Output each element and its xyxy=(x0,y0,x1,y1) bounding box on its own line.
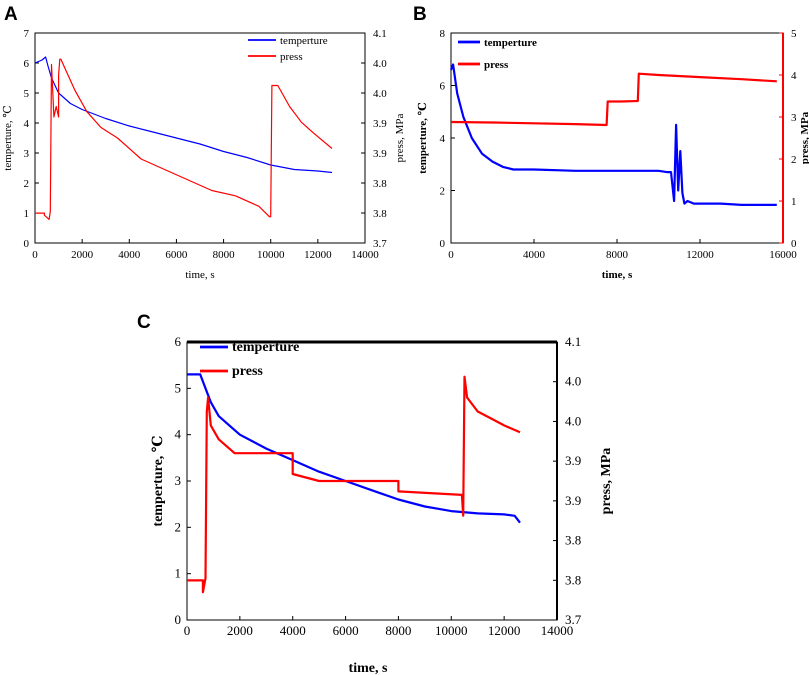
chart-a-xtick-label: 0 xyxy=(32,249,38,261)
chart-a-legend-label: press xyxy=(280,51,303,63)
chart-c-ytick-label: 6 xyxy=(175,334,182,349)
chart-b-xtick-label: 12000 xyxy=(686,249,714,261)
chart-a-xtick-label: 14000 xyxy=(351,249,379,261)
chart-panel-b: 0 4000 8000 12000 1600002468012345temperture… xyxy=(417,28,809,281)
chart-c-xtick-label: 6000 xyxy=(333,623,359,638)
chart-a-series-press-line xyxy=(35,58,333,220)
chart-a-ytick-label: 7 xyxy=(24,28,30,40)
chart-c-xtick-label: 8000 xyxy=(385,623,411,638)
chart-a-ytick-label: 0 xyxy=(24,238,30,250)
chart-c-ylabel: temperture, ℃ xyxy=(151,435,166,526)
chart-c-y2tick-label: 3.7 xyxy=(565,612,582,627)
chart-b-ytick-label: 8 xyxy=(440,28,446,40)
chart-c-y2tick-label: 4.0 xyxy=(565,374,581,389)
chart-c-xtick-label: 0 xyxy=(184,623,191,638)
chart-panel-c: 0 2000 4000 6000 8000 10000 12000 14000 0 1 2 3 4 5 6 3… xyxy=(151,334,614,675)
chart-c-ytick-label: 5 xyxy=(175,380,182,395)
chart-a-y2tick-label: 3.9 xyxy=(373,118,387,130)
chart-a-series-temperture-line xyxy=(34,56,333,174)
chart-a-y2tick-label: 4.0 xyxy=(373,88,387,100)
chart-b-legend-label: press xyxy=(484,59,509,71)
chart-b-xlabel: time, s xyxy=(602,269,633,281)
chart-b-xtick-label: 16000 xyxy=(769,249,797,261)
panel-letter-c: C xyxy=(137,312,151,333)
chart-b-y2tick-label: 2 xyxy=(791,154,797,166)
chart-a-y2label: press, MPa xyxy=(394,113,406,162)
chart-a-xtick-label: 10000 xyxy=(257,249,285,261)
chart-b-y2tick-label: 1 xyxy=(791,196,797,208)
chart-b-ytick-label: 2 xyxy=(440,186,446,198)
chart-a-y2tick-label: 4.0 xyxy=(373,58,387,70)
chart-b-series-press-line xyxy=(450,72,777,127)
chart-c-xtick-label: 14000 xyxy=(541,623,574,638)
chart-c-y2label: press, MPa xyxy=(599,448,614,515)
chart-a-xtick-label: 8000 xyxy=(213,249,236,261)
chart-a-y2tick-label: 3.7 xyxy=(373,238,387,250)
chart-b-ytick-label: 4 xyxy=(440,133,446,145)
chart-c-series-press-line xyxy=(187,375,521,594)
chart-a-ytick-label: 1 xyxy=(24,208,30,220)
chart-c-y2tick-label: 3.9 xyxy=(565,493,581,508)
chart-a-y2tick-label: 3.8 xyxy=(373,178,387,190)
chart-b-xtick-label: 4000 xyxy=(523,249,546,261)
chart-a-ytick-label: 2 xyxy=(24,178,30,190)
chart-c-y2tick-label: 4.0 xyxy=(565,413,581,428)
chart-a-legend-label: temperture xyxy=(280,35,328,47)
chart-c-ytick-label: 3 xyxy=(175,473,182,488)
chart-b-xtick-label: 8000 xyxy=(606,249,629,261)
chart-c-ytick-label: 4 xyxy=(175,427,182,442)
chart-c-series-temperture-line xyxy=(187,373,521,524)
chart-b-ytick-label: 6 xyxy=(440,81,446,93)
chart-c-ytick-label: 2 xyxy=(175,519,182,534)
panel-letter-a: A xyxy=(4,4,18,25)
chart-a-xlabel: time, s xyxy=(185,269,214,281)
panel-letter-b: B xyxy=(413,4,427,25)
chart-a-plot-frame xyxy=(34,32,366,244)
chart-b-series-temperture-line xyxy=(449,63,777,206)
chart-a-ylabel: temperture, ℃ xyxy=(2,105,14,170)
chart-a-ytick-label: 6 xyxy=(24,58,30,70)
chart-a-ytick-label: 3 xyxy=(24,148,30,160)
chart-c-xtick-label: 4000 xyxy=(280,623,306,638)
chart-c-y2tick-label: 3.8 xyxy=(565,533,581,548)
chart-b-ylabel: temperture, ℃ xyxy=(417,102,429,174)
chart-b-ytick-label: 0 xyxy=(440,238,446,250)
chart-b-y2tick-label: 5 xyxy=(791,28,797,40)
chart-a-ytick-label: 4 xyxy=(24,118,30,130)
chart-c-y2tick-label: 3.8 xyxy=(565,572,581,587)
chart-b-xtick-label: 0 xyxy=(448,249,454,261)
chart-c-y2tick-label: 3.9 xyxy=(565,453,581,468)
chart-a-xtick-label: 4000 xyxy=(118,249,141,261)
chart-b-y2label: press, MPa xyxy=(799,111,809,164)
chart-c-xtick-label: 10000 xyxy=(435,623,468,638)
chart-a-y2tick-label: 3.9 xyxy=(373,148,387,160)
chart-a-y2tick-label: 4.1 xyxy=(373,28,387,40)
chart-a-xtick-label: 2000 xyxy=(71,249,94,261)
chart-c-ytick-label: 1 xyxy=(175,566,182,581)
chart-panel-a: 0 2000 4000 6000 8000 10000 12000 14000 0 1 2 3 4 5 6 7… xyxy=(2,28,406,281)
chart-b-legend-label: temperture xyxy=(484,37,537,49)
chart-c-xlabel: time, s xyxy=(349,661,388,675)
chart-c-legend-label: temperture xyxy=(232,340,299,355)
chart-a-ytick-label: 5 xyxy=(24,88,30,100)
chart-c-xtick-label: 2000 xyxy=(227,623,253,638)
chart-c-xtick-label: 12000 xyxy=(488,623,521,638)
chart-b-y2tick-label: 4 xyxy=(791,70,797,82)
chart-c-y2tick-label: 4.1 xyxy=(565,334,581,349)
chart-a-y2tick-label: 3.8 xyxy=(373,208,387,220)
chart-b-y2tick-label: 3 xyxy=(791,112,797,124)
chart-c-legend-label: press xyxy=(232,364,263,379)
chart-a-xtick-label: 6000 xyxy=(165,249,188,261)
chart-b-y2tick-label: 0 xyxy=(791,238,797,250)
chart-a-xtick-label: 12000 xyxy=(304,249,332,261)
chart-c-ytick-label: 0 xyxy=(175,612,182,627)
